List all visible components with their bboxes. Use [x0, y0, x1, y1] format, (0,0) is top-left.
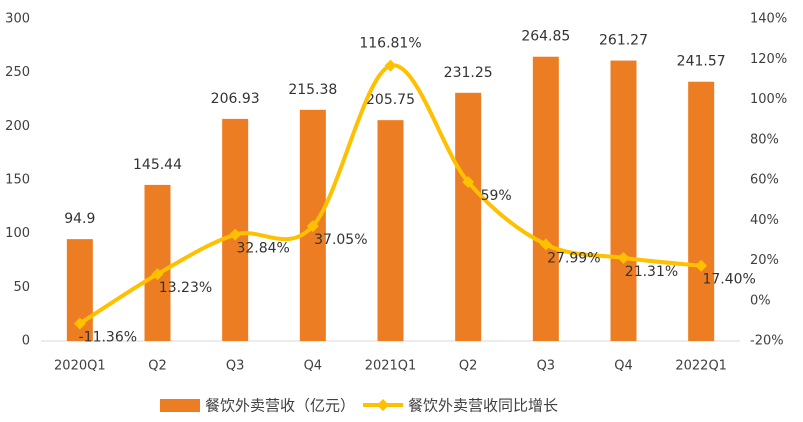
- x-tick-label: Q2: [148, 359, 167, 374]
- x-tick-label: Q2: [459, 359, 478, 374]
- line-marker: [151, 268, 164, 281]
- line-marker: [73, 317, 86, 330]
- line-value-label: 32.84%: [236, 241, 289, 257]
- bar-value-label: 231.25: [444, 65, 493, 81]
- x-tick-label: Q3: [537, 359, 556, 374]
- y-tick-label: 0: [22, 334, 30, 349]
- legend-swatch: [160, 399, 200, 412]
- line-marker: [462, 176, 475, 189]
- bar-value-label: 261.27: [599, 33, 648, 49]
- y-tick-label: 100: [5, 226, 30, 241]
- y2-tick-label: 0%: [750, 293, 771, 308]
- line-value-label: 17.40%: [702, 272, 755, 288]
- line-value-label: -11.36%: [79, 330, 137, 346]
- legend-swatch-marker: [377, 399, 390, 411]
- x-tick-label: Q3: [226, 359, 245, 374]
- line-value-label: 37.05%: [314, 232, 367, 248]
- bar: [144, 184, 171, 341]
- line-marker: [384, 59, 397, 72]
- line-value-label: 116.81%: [359, 36, 421, 52]
- x-tick-label: Q4: [614, 359, 633, 374]
- bar-value-label: 215.38: [288, 82, 337, 98]
- bar: [377, 120, 404, 341]
- y2-tick-label: -20%: [750, 334, 784, 349]
- bar: [532, 56, 559, 342]
- y2-tick-label: 100%: [750, 92, 787, 107]
- bar-value-label: 94.9: [64, 211, 95, 227]
- bar-value-label: 205.75: [366, 92, 415, 108]
- y-tick-label: 150: [5, 173, 30, 188]
- y2-tick-label: 20%: [750, 253, 779, 268]
- bar-value-label: 241.57: [677, 54, 726, 70]
- x-tick-label: Q4: [304, 359, 323, 374]
- x-tick-label: 2021Q1: [365, 359, 417, 374]
- line-marker: [695, 259, 708, 272]
- line-marker: [617, 251, 630, 264]
- y-tick-label: 250: [5, 65, 30, 80]
- y2-tick-label: 40%: [750, 213, 779, 228]
- y2-tick-label: 120%: [750, 52, 787, 67]
- x-tick-label: 2020Q1: [54, 359, 106, 374]
- bar: [455, 92, 482, 342]
- y2-tick-label: 140%: [750, 12, 787, 27]
- line-value-label: 13.23%: [159, 280, 212, 296]
- line-value-label: 27.99%: [547, 250, 600, 266]
- line-value-label: 59%: [481, 188, 512, 204]
- line-marker: [229, 228, 242, 241]
- y2-tick-label: 60%: [750, 173, 779, 188]
- line-marker: [539, 238, 552, 251]
- line-value-label: 21.31%: [625, 264, 678, 280]
- legend-label: 餐饮外卖营收同比增长: [408, 397, 558, 415]
- y-tick-label: 300: [5, 12, 30, 27]
- x-tick-label: 2022Q1: [675, 359, 727, 374]
- y2-tick-label: 80%: [750, 132, 779, 147]
- bar-value-label: 145.44: [133, 157, 182, 173]
- line-marker: [306, 220, 319, 233]
- bar: [688, 81, 715, 341]
- bar: [610, 60, 637, 342]
- bar-value-label: 264.85: [521, 29, 570, 45]
- y-tick-label: 50: [13, 280, 30, 295]
- y-tick-label: 200: [5, 119, 30, 134]
- legend-label: 餐饮外卖营收（亿元）: [205, 397, 355, 415]
- bar-value-label: 206.93: [211, 91, 260, 107]
